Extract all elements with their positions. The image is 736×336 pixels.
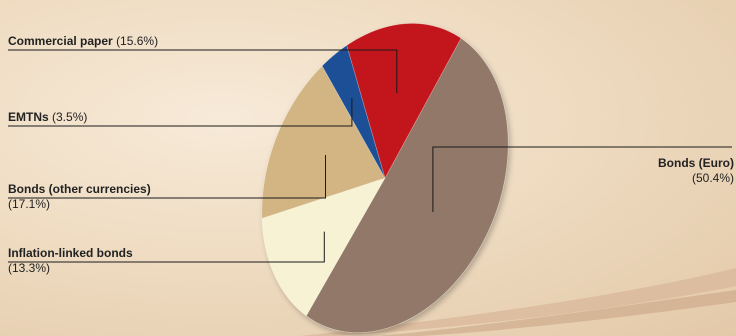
label-value: (13.3%) (8, 261, 51, 275)
pie-slice-inflation-linked-bonds (261, 177, 386, 317)
leader-line-emtns (8, 98, 353, 127)
pie-slice-bonds-euro (305, 37, 509, 333)
label-value: (50.4%) (691, 171, 734, 185)
label-bonds-other-currencies: Bonds (other currencies) (17.1%) (8, 182, 151, 212)
label-name: EMTNs (8, 110, 49, 124)
leader-line-commercial-paper (8, 49, 398, 94)
label-name: Inflation-linked bonds (8, 246, 133, 260)
label-name: Bonds (other currencies) (8, 182, 151, 196)
label-emtns: EMTNs (3.5%) (8, 110, 87, 125)
leader-line-bonds-other-currencies (8, 155, 326, 199)
label-value: (15.6%) (116, 34, 159, 48)
pie-slice-bonds-other-currencies (261, 65, 386, 219)
label-inflation-linked-bonds: Inflation-linked bonds (13.3%) (8, 246, 133, 276)
label-value: (3.5%) (52, 110, 88, 124)
pie-slice-commercial-paper (346, 23, 462, 179)
label-commercial-paper: Commercial paper (15.6%) (8, 34, 158, 49)
leader-line-inflation-linked-bonds (8, 231, 325, 263)
label-name: Commercial paper (8, 34, 113, 48)
pie-slice-emtns (321, 44, 386, 179)
leader-line-bonds-euro (432, 146, 732, 212)
label-bonds-euro: Bonds (Euro) (50.4%) (658, 156, 734, 186)
label-name: Bonds (Euro) (658, 156, 734, 170)
label-value: (17.1%) (8, 197, 51, 211)
